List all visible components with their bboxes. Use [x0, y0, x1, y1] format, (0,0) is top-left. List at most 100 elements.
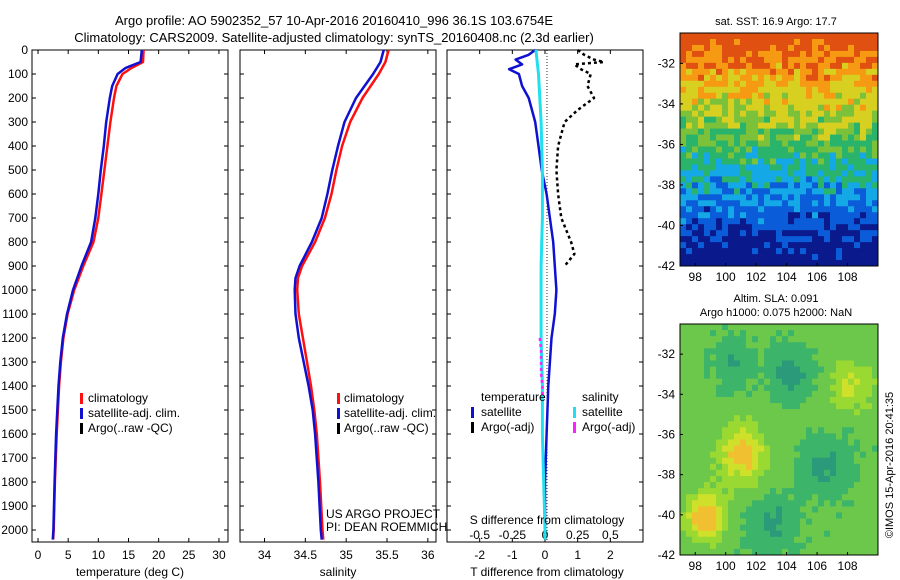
sst-cell: [866, 86, 873, 94]
sla-cell: [686, 457, 693, 465]
sst-cell: [680, 242, 687, 249]
sla-cell: [728, 330, 735, 337]
x-tick-label: 5: [65, 548, 72, 562]
legend-swatch-satellite-adj: [80, 408, 83, 419]
sla-cell: [680, 548, 687, 556]
sla-cell: [728, 348, 735, 355]
sla-cell: [836, 488, 843, 495]
sla-cell: [746, 518, 753, 526]
sla-cell: [764, 384, 771, 392]
sst-cell: [758, 122, 765, 129]
sst-cell: [854, 158, 861, 165]
sla-cell: [734, 396, 741, 404]
sla-cell: [824, 482, 831, 489]
sst-cell: [686, 248, 693, 255]
sst-cell: [746, 122, 753, 129]
sst-cell: [794, 98, 801, 106]
sst-cell: [788, 104, 795, 112]
sla-cell: [854, 475, 861, 483]
sst-cell: [740, 176, 747, 183]
sla-cell: [794, 469, 801, 477]
sst-cell: [764, 194, 771, 201]
sst-cell: [728, 260, 735, 267]
sst-cell: [686, 146, 693, 153]
sla-cell: [794, 482, 801, 489]
sla-cell: [806, 384, 813, 392]
sst-cell: [842, 260, 849, 267]
sst-cell: [842, 194, 849, 201]
sst-cell: [794, 152, 801, 159]
sla-cell: [680, 415, 687, 422]
sst-cell: [680, 188, 687, 195]
sst-cell: [722, 86, 729, 94]
sst-cell: [836, 194, 843, 201]
sst-cell: [764, 212, 771, 219]
map-y-tick-label: -38: [658, 178, 676, 192]
sla-map-axis-ticks: 98 100 102 104 106 108-32-34-36-38-40-42: [658, 347, 858, 573]
sst-cell: [824, 68, 831, 76]
sla-cell: [872, 542, 879, 550]
sst-cell: [872, 152, 879, 159]
sst-cell: [848, 218, 855, 225]
sla-cell: [866, 324, 873, 331]
sla-cell: [776, 524, 783, 532]
sla-cell: [716, 506, 723, 513]
sst-cell: [710, 68, 717, 76]
sla-cell: [758, 390, 765, 398]
sla-cell: [788, 378, 795, 386]
sla-cell: [872, 512, 879, 519]
sst-cell: [710, 248, 717, 255]
s-difference-axis-ticks: -0.5 -0.25 0 0.25 0.5: [469, 528, 619, 542]
sla-cell: [854, 439, 861, 446]
legend-label-argo-raw: Argo(..raw -QC): [88, 421, 173, 435]
sla-cell: [800, 433, 807, 440]
sla-cell: [764, 542, 771, 550]
sla-cell: [770, 451, 777, 459]
sst-cell: [698, 134, 705, 141]
sst-cell: [728, 254, 735, 261]
sla-cell: [830, 390, 837, 398]
sla-cell: [830, 378, 837, 386]
sla-cell: [860, 518, 867, 526]
sst-cell: [776, 236, 783, 243]
sla-cell: [842, 336, 849, 343]
sst-cell: [860, 206, 867, 213]
sst-cell: [836, 62, 843, 70]
sla-cell: [722, 354, 729, 361]
sst-cell: [716, 104, 723, 112]
sst-cell: [698, 116, 705, 124]
sst-cell: [824, 80, 831, 88]
sst-cell: [710, 254, 717, 261]
sla-cell: [722, 330, 729, 337]
sla-cell: [680, 336, 687, 343]
sla-cell: [716, 494, 723, 501]
x-tick-label: 30: [212, 548, 226, 562]
sst-cell: [872, 176, 879, 183]
sst-cell: [728, 206, 735, 213]
sla-cell: [710, 403, 717, 410]
sst-cell: [788, 68, 795, 76]
sst-cell: [824, 86, 831, 94]
sst-cell: [686, 218, 693, 225]
sst-cell: [752, 254, 759, 261]
header-title-line2: Climatology: CARS2009. Satellite-adjuste…: [74, 30, 594, 45]
difference-series: [507, 48, 606, 540]
sst-cell: [854, 62, 861, 70]
sst-cell: [836, 56, 843, 64]
sst-cell: [854, 236, 861, 243]
sst-cell: [854, 74, 861, 82]
sst-cell: [728, 200, 735, 207]
sst-cell: [710, 224, 717, 231]
sst-cell: [722, 104, 729, 112]
sst-cell: [680, 248, 687, 255]
sla-cell: [848, 488, 855, 495]
sst-cell: [758, 62, 765, 70]
sst-cell: [806, 212, 813, 219]
sst-cell: [848, 188, 855, 195]
sla-cell: [836, 360, 843, 367]
sst-cell: [830, 134, 837, 141]
sst-cell: [692, 86, 699, 94]
sst-cell: [854, 218, 861, 225]
sla-cell: [824, 439, 831, 446]
sst-cell: [812, 92, 819, 100]
